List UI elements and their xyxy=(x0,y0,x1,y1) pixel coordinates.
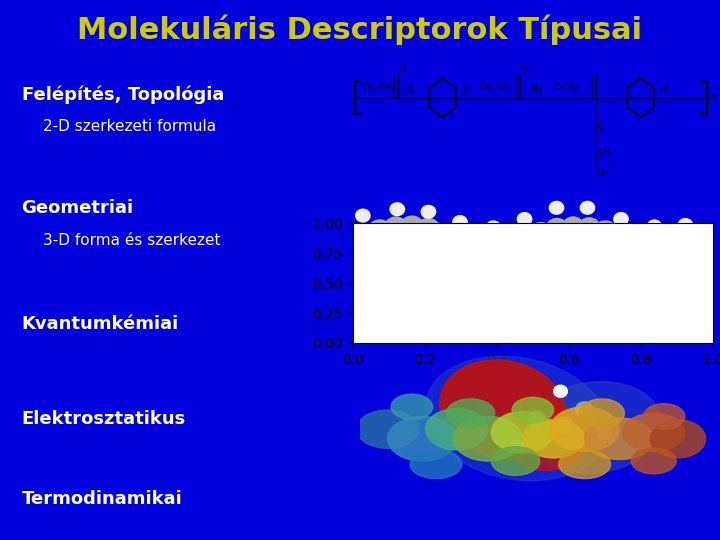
Circle shape xyxy=(510,440,523,452)
Circle shape xyxy=(418,284,431,295)
Text: Kvantumkémiai: Kvantumkémiai xyxy=(22,315,179,333)
Circle shape xyxy=(675,231,697,251)
Text: O: O xyxy=(661,85,667,94)
Ellipse shape xyxy=(491,447,540,475)
Circle shape xyxy=(579,218,600,237)
Ellipse shape xyxy=(631,448,676,474)
Ellipse shape xyxy=(440,360,566,459)
Ellipse shape xyxy=(356,410,419,448)
Text: Geometriai: Geometriai xyxy=(22,199,134,217)
Circle shape xyxy=(382,236,405,256)
Text: O: O xyxy=(407,85,414,94)
Circle shape xyxy=(546,219,568,238)
Circle shape xyxy=(498,254,521,274)
Circle shape xyxy=(379,281,399,299)
Text: $CH_2$: $CH_2$ xyxy=(598,146,613,159)
Ellipse shape xyxy=(650,420,706,458)
Circle shape xyxy=(598,428,611,440)
Circle shape xyxy=(482,236,503,254)
Circle shape xyxy=(549,201,564,214)
Text: O-$CH_2$-: O-$CH_2$- xyxy=(554,82,582,94)
Circle shape xyxy=(529,222,552,243)
Circle shape xyxy=(390,203,405,215)
Text: O: O xyxy=(400,65,406,74)
Text: O: O xyxy=(598,123,604,132)
Circle shape xyxy=(433,224,455,244)
Circle shape xyxy=(626,232,649,252)
Circle shape xyxy=(364,291,384,308)
Text: O: O xyxy=(522,65,528,74)
Circle shape xyxy=(498,233,520,253)
Ellipse shape xyxy=(550,407,619,451)
Ellipse shape xyxy=(387,416,456,461)
Circle shape xyxy=(400,216,423,237)
Circle shape xyxy=(580,201,595,214)
Circle shape xyxy=(400,274,413,286)
Text: 3-D forma és szerkezet: 3-D forma és szerkezet xyxy=(43,233,221,248)
Circle shape xyxy=(576,402,593,417)
Circle shape xyxy=(372,255,392,273)
Circle shape xyxy=(593,221,617,242)
Text: OH: OH xyxy=(598,169,609,178)
Text: Molekuláris Descriptorok Típusai: Molekuláris Descriptorok Típusai xyxy=(78,15,642,45)
Text: Termodinamikai: Termodinamikai xyxy=(22,490,182,509)
Ellipse shape xyxy=(454,416,523,461)
Text: $CH_2$-$CH_2$: $CH_2$-$CH_2$ xyxy=(479,82,512,94)
Ellipse shape xyxy=(623,413,685,451)
Circle shape xyxy=(555,417,572,432)
Ellipse shape xyxy=(446,399,495,428)
Ellipse shape xyxy=(491,411,554,453)
Text: n: n xyxy=(710,93,716,103)
Ellipse shape xyxy=(426,408,488,450)
Circle shape xyxy=(528,411,545,426)
Circle shape xyxy=(647,220,662,233)
Ellipse shape xyxy=(410,450,462,478)
Circle shape xyxy=(614,213,629,225)
Text: 2-D szerkezeti formula: 2-D szerkezeti formula xyxy=(43,119,216,134)
Circle shape xyxy=(660,235,680,253)
Circle shape xyxy=(486,221,500,234)
Circle shape xyxy=(356,209,370,222)
Circle shape xyxy=(554,385,567,397)
Circle shape xyxy=(466,235,487,253)
Ellipse shape xyxy=(527,382,662,474)
Text: O: O xyxy=(463,85,469,94)
Circle shape xyxy=(673,249,696,270)
Text: $CH_2$-$CH_2$: $CH_2$-$CH_2$ xyxy=(362,82,395,94)
Text: Elektrosztatikus: Elektrosztatikus xyxy=(22,409,186,428)
Ellipse shape xyxy=(585,418,654,460)
Ellipse shape xyxy=(559,450,611,478)
Circle shape xyxy=(436,241,459,261)
Circle shape xyxy=(611,228,632,246)
Ellipse shape xyxy=(580,399,624,428)
Circle shape xyxy=(563,235,586,255)
Text: NH: NH xyxy=(530,85,543,94)
Circle shape xyxy=(642,234,665,255)
Circle shape xyxy=(624,251,647,271)
Ellipse shape xyxy=(391,394,433,420)
Circle shape xyxy=(368,220,391,240)
Circle shape xyxy=(563,217,583,235)
Ellipse shape xyxy=(523,420,585,458)
Circle shape xyxy=(385,217,407,237)
Ellipse shape xyxy=(508,409,592,470)
Ellipse shape xyxy=(512,397,554,423)
Circle shape xyxy=(453,215,467,228)
Ellipse shape xyxy=(644,404,685,429)
Circle shape xyxy=(416,219,440,240)
Circle shape xyxy=(518,213,532,225)
Circle shape xyxy=(690,225,714,246)
Ellipse shape xyxy=(425,356,608,481)
Circle shape xyxy=(421,205,436,218)
Circle shape xyxy=(678,219,693,231)
Circle shape xyxy=(357,271,377,289)
Circle shape xyxy=(513,228,536,248)
Circle shape xyxy=(354,226,374,245)
Circle shape xyxy=(449,230,472,249)
Text: Felépítés, Topológia: Felépítés, Topológia xyxy=(22,85,224,104)
